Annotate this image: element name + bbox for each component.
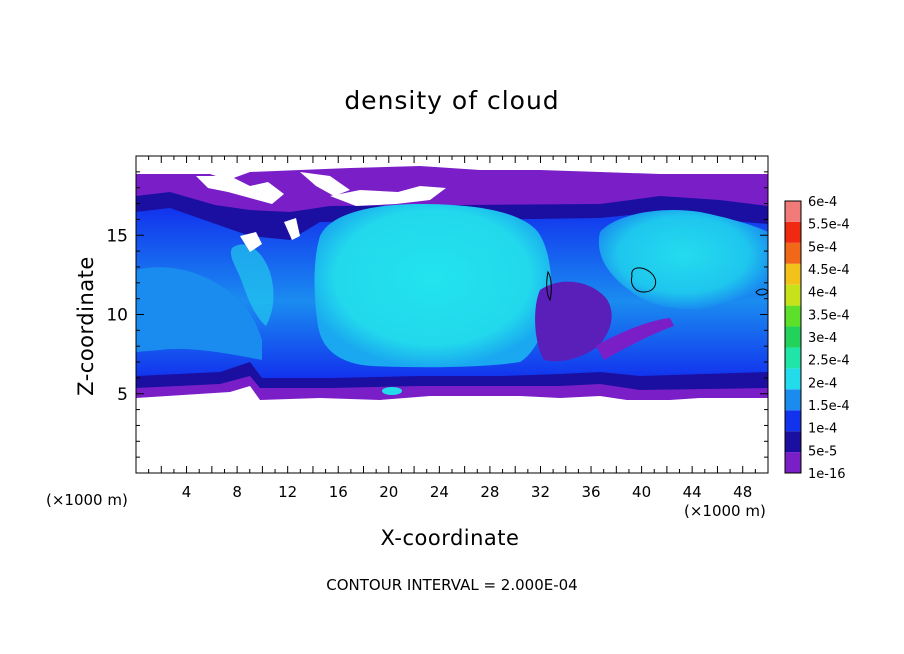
colorbar-label: 6e-4: [808, 195, 837, 210]
x-tick-label: 4: [182, 483, 192, 501]
x-tick-label: 32: [531, 483, 550, 501]
x-tick-label: 28: [480, 483, 499, 501]
contour-interval-note: CONTOUR INTERVAL = 2.000E-04: [326, 576, 578, 594]
base-blob: [382, 387, 402, 395]
colorbar-swatch: [785, 326, 801, 348]
x-tick-label: 20: [379, 483, 398, 501]
colorbar-label: 1e-4: [808, 422, 837, 437]
clear-air-top-center: [330, 186, 446, 206]
left-plume: [136, 267, 262, 360]
mid-right-streak: [596, 318, 674, 360]
mid-right-swirl: [535, 281, 612, 362]
clear-air-top-left: [196, 176, 284, 204]
colorbar-label: 3e-4: [808, 331, 837, 346]
density-field: [136, 166, 768, 473]
x-unit-label-right: (×1000 m): [684, 502, 766, 520]
colorbar-swatch: [785, 389, 801, 411]
x-axis-label: X-coordinate: [380, 526, 520, 550]
colorbar-label: 4.5e-4: [808, 263, 850, 278]
x-tick-label: 8: [232, 483, 242, 501]
colorbar-label: 1e-16: [808, 467, 846, 482]
colorbar-swatch: [785, 284, 801, 306]
x-unit-label-left: (×1000 m): [46, 491, 128, 509]
chart-title: density of cloud: [344, 86, 560, 115]
colorbar-swatch: [785, 242, 801, 264]
y-tick-label: 15: [106, 226, 128, 246]
colorbar-label: 2.5e-4: [808, 354, 850, 369]
x-tick-label: 16: [329, 483, 348, 501]
colorbar-swatch: [785, 305, 801, 327]
clear-air-base: [136, 400, 768, 473]
colorbar-label: 4e-4: [808, 286, 837, 301]
colorbar-label: 3.5e-4: [808, 308, 850, 323]
x-tick-label: 24: [430, 483, 449, 501]
central-cyan-core: [314, 204, 552, 368]
colorbar-swatch: [785, 452, 801, 473]
y-tick-label: 10: [106, 306, 128, 326]
clear-air-inner: [284, 218, 300, 240]
x-tick-label: 48: [733, 483, 752, 501]
y-tick-label: 5: [117, 385, 128, 405]
contour-line-edge: [755, 288, 768, 296]
colorbar-label: 5e-4: [808, 240, 837, 255]
colorbar-label: 5e-5: [808, 444, 837, 459]
colorbar-swatch: [785, 221, 801, 243]
contour-line-mid: [546, 270, 552, 302]
colorbar-label: 2e-4: [808, 376, 837, 391]
colorbar-swatch: [785, 201, 801, 222]
clear-air-top-mid: [300, 172, 350, 196]
clear-air-left-gap: [240, 232, 262, 252]
x-tick-label: 12: [278, 483, 297, 501]
right-cyan-cell: [598, 210, 768, 310]
left-plume-streak: [230, 244, 274, 326]
x-tick-label: 36: [581, 483, 600, 501]
colorbar-swatch: [785, 368, 801, 390]
x-tick-label: 44: [683, 483, 702, 501]
colorbar-label: 1.5e-4: [808, 399, 850, 414]
colorbar-swatch: [785, 347, 801, 369]
contour-line-right: [631, 267, 657, 293]
colorbar-swatch: [785, 263, 801, 285]
colorbar-swatch: [785, 431, 801, 453]
colorbar-swatch: [785, 410, 801, 432]
colorbar-frame: [784, 200, 802, 474]
colorbar-label: 5.5e-4: [808, 218, 850, 233]
x-tick-label: 40: [632, 483, 651, 501]
